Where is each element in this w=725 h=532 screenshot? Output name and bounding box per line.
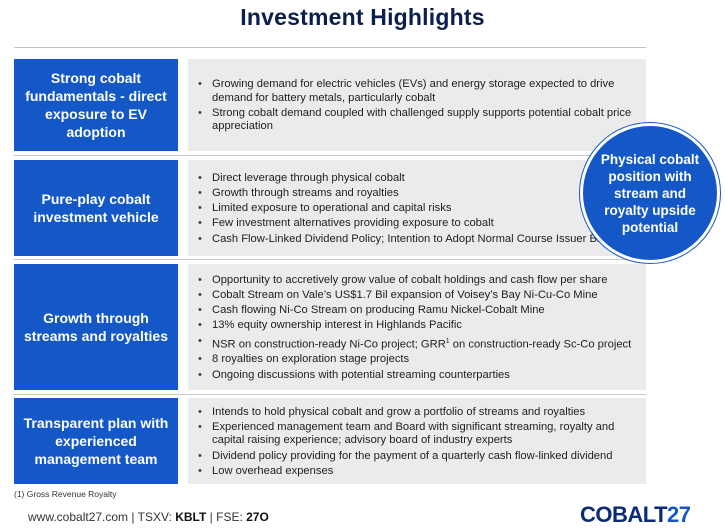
list-item: Dividend policy providing for the paymen…: [198, 450, 636, 464]
tsxv-label: TSXV:: [137, 510, 176, 524]
list-item: Direct leverage through physical cobalt: [198, 172, 636, 186]
row-label-growth: Growth through streams and royalties: [14, 264, 178, 390]
list-item: Ongoing discussions with potential strea…: [198, 369, 636, 383]
grr-tail: on construction-ready Sc-Co project: [449, 338, 632, 351]
row-body-pure-play: Direct leverage through physical cobalt …: [188, 160, 646, 256]
fse-label: FSE:: [216, 510, 247, 524]
row-body-fundamentals: Growing demand for electric vehicles (EV…: [188, 59, 646, 151]
list-item: Limited exposure to operational and capi…: [198, 202, 636, 216]
list-item: Intends to hold physical cobalt and grow…: [198, 406, 636, 420]
list-item: Growing demand for electric vehicles (EV…: [198, 78, 636, 105]
website-link[interactable]: www.cobalt27.com: [28, 510, 129, 524]
row-label-management: Transparent plan with experienced manage…: [14, 398, 178, 484]
highlight-row-management: Transparent plan with experienced manage…: [14, 398, 646, 484]
row-body-management: Intends to hold physical cobalt and grow…: [188, 398, 646, 484]
logo-word: COBALT: [580, 502, 668, 527]
highlight-row-pure-play: Pure-play cobalt investment vehicle Dire…: [14, 160, 646, 256]
list-item: 13% equity ownership interest in Highlan…: [198, 319, 636, 333]
footer-separator: |: [128, 510, 138, 524]
row-divider: [14, 155, 646, 156]
list-item: Cobalt Stream on Vale’s US$1.7 Bil expan…: [198, 289, 636, 303]
page-title: Investment Highlights: [240, 4, 485, 30]
row-divider: [14, 394, 646, 395]
footnote: (1) Gross Revenue Royalty: [14, 489, 117, 499]
row-label-pure-play: Pure-play cobalt investment vehicle: [14, 160, 178, 256]
highlight-row-growth: Growth through streams and royalties Opp…: [14, 264, 646, 390]
logo-number: 27: [667, 502, 691, 527]
cobalt27-logo: COBALT27: [580, 502, 691, 528]
list-item: Few investment alternatives providing ex…: [198, 217, 636, 231]
row-body-growth: Opportunity to accretively grow value of…: [188, 264, 646, 390]
list-item: NSR on construction-ready Ni-Co project;…: [198, 335, 636, 352]
footnote-marker: 1: [445, 337, 450, 345]
summary-circle: Physical cobalt position with stream and…: [580, 123, 720, 263]
list-item: Cash Flow-Linked Dividend Policy; Intent…: [198, 233, 636, 247]
title-divider: [14, 47, 646, 48]
list-item: Opportunity to accretively grow value of…: [198, 274, 636, 288]
list-item: Growth through streams and royalties: [198, 187, 636, 201]
footer-separator: |: [206, 510, 217, 524]
highlight-row-fundamentals: Strong cobalt fundamentals - direct expo…: [14, 59, 646, 151]
list-item: 8 royalties on exploration stage project…: [198, 353, 636, 367]
list-item: Experienced management team and Board wi…: [198, 421, 636, 448]
row-divider: [14, 259, 646, 260]
list-item: Low overhead expenses: [198, 465, 636, 479]
tsxv-ticker: KBLT: [175, 510, 207, 524]
grr-text: NSR on construction-ready Ni-Co project;…: [212, 338, 446, 351]
row-label-fundamentals: Strong cobalt fundamentals - direct expo…: [14, 59, 178, 151]
footer: www.cobalt27.com | TSXV: KBLT | FSE: 27O: [28, 510, 269, 524]
list-item: Cash flowing Ni-Co Stream on producing R…: [198, 304, 636, 318]
fse-ticker: 27O: [246, 510, 269, 524]
list-item: Strong cobalt demand coupled with challe…: [198, 107, 636, 134]
